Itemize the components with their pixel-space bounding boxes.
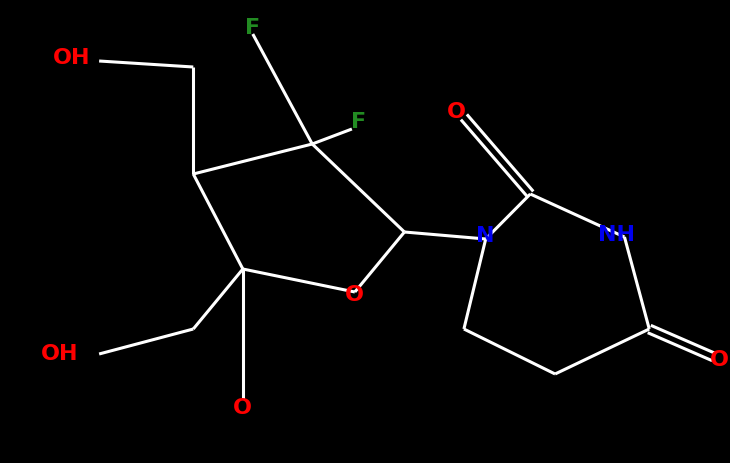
Text: NH: NH: [598, 225, 635, 244]
Text: O: O: [234, 397, 253, 417]
Text: F: F: [245, 18, 261, 38]
Text: O: O: [345, 284, 364, 304]
Text: N: N: [477, 225, 495, 245]
Text: OH: OH: [41, 343, 78, 363]
Text: OH: OH: [53, 48, 90, 68]
Text: F: F: [351, 112, 366, 131]
Text: O: O: [447, 102, 466, 122]
Text: O: O: [710, 349, 729, 369]
